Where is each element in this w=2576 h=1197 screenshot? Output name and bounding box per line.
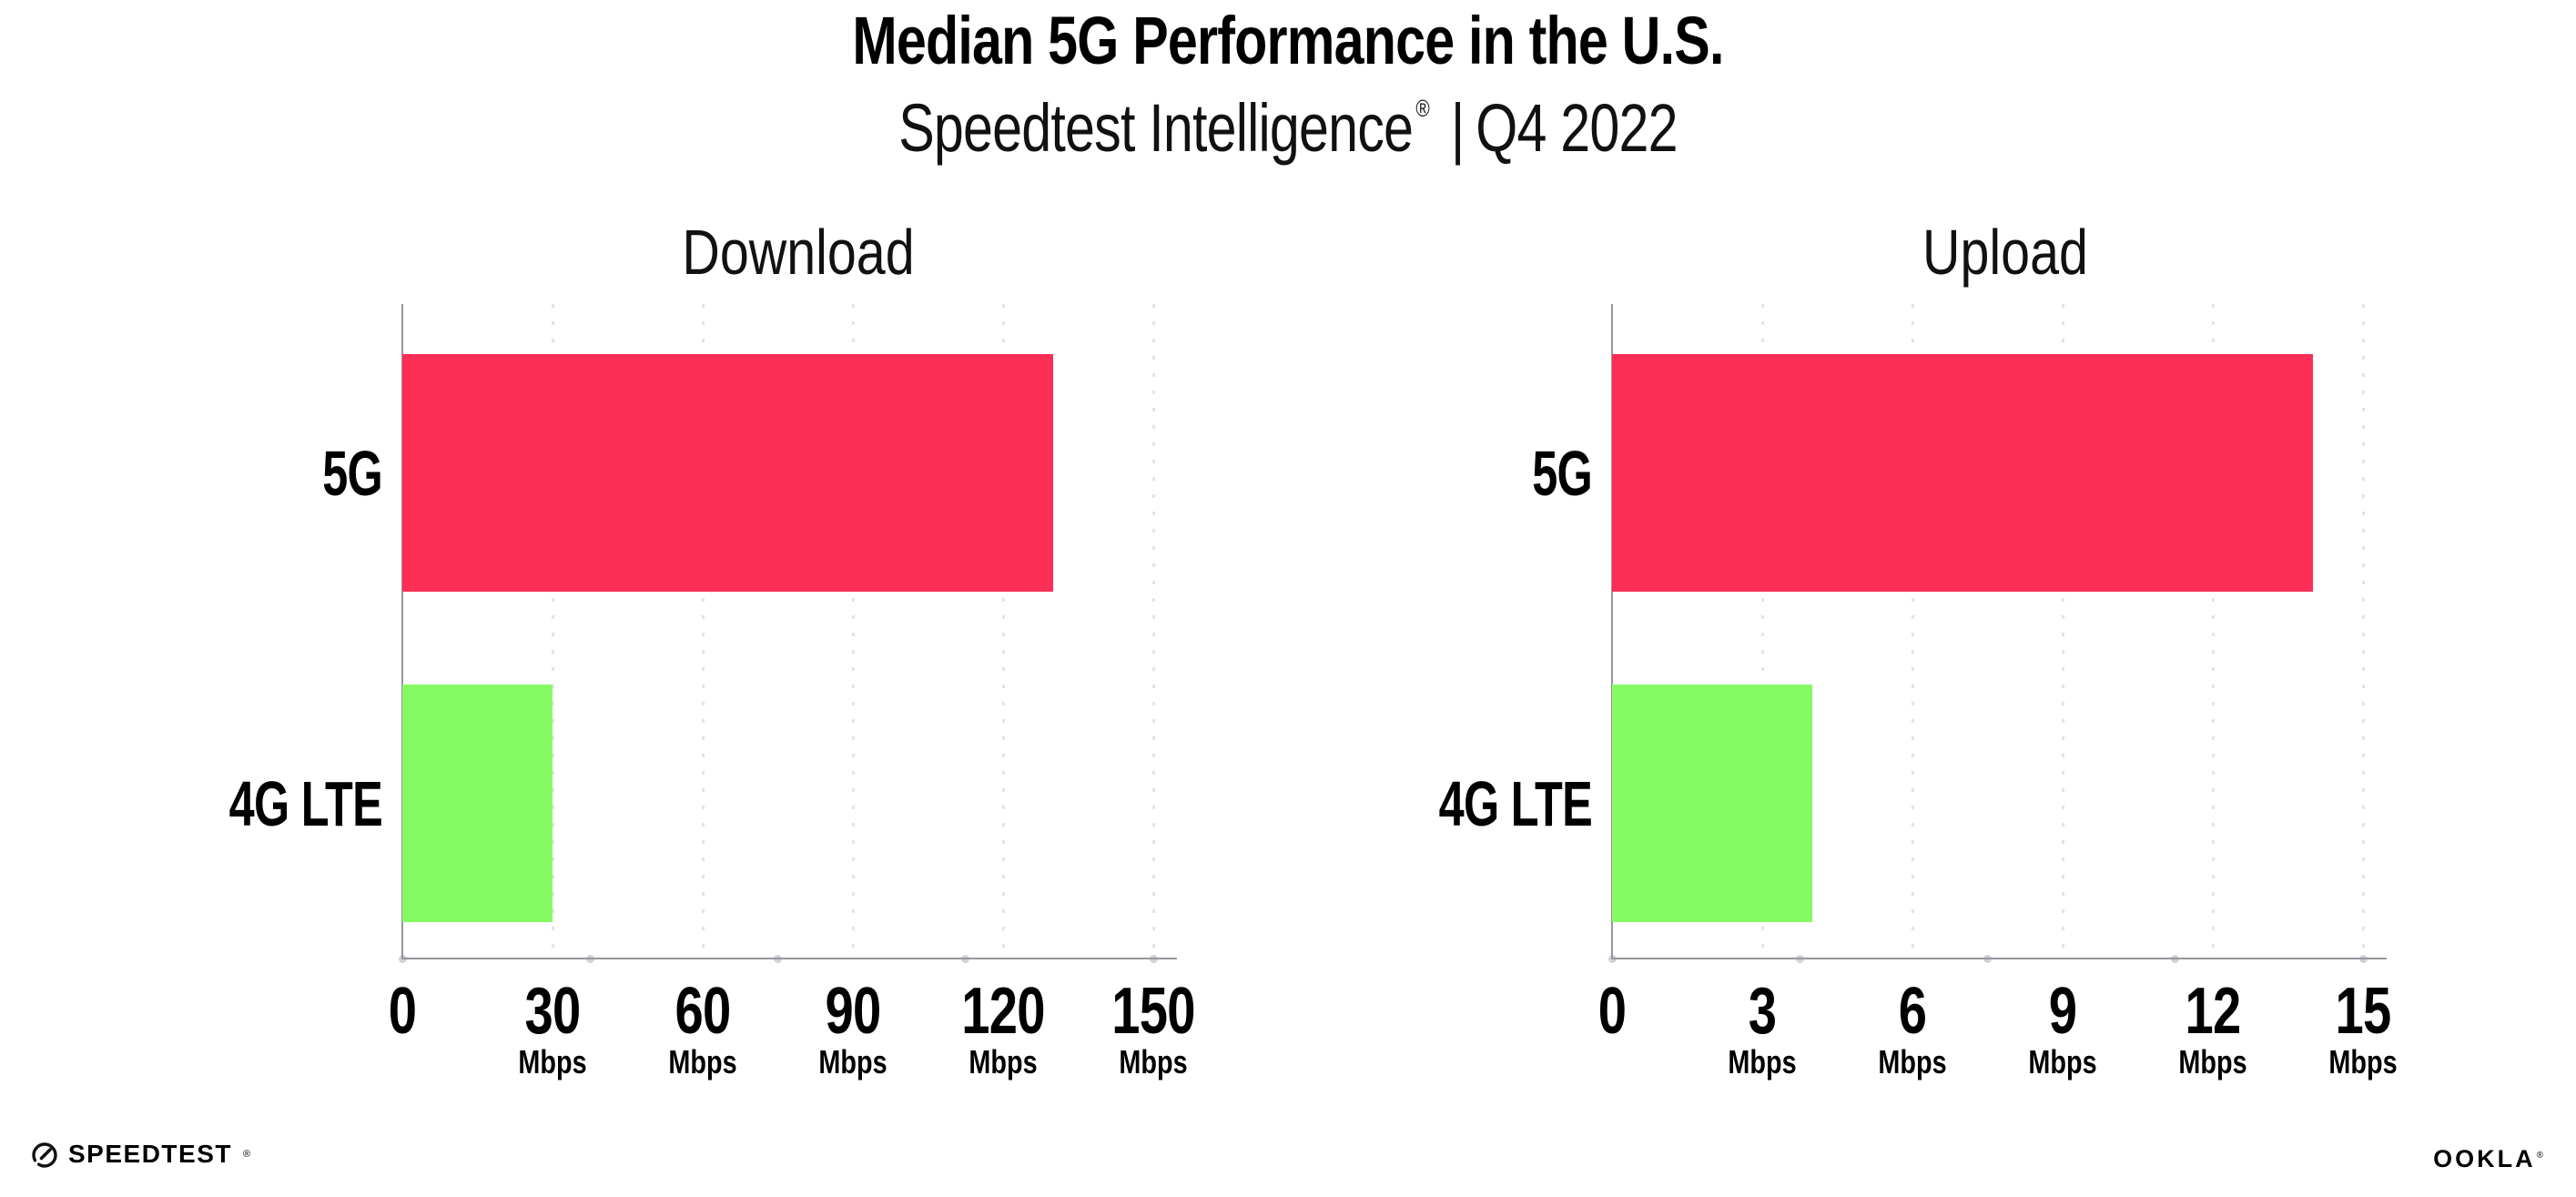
x-axis-line bbox=[1611, 958, 2387, 959]
x-tick-label-3: 3 bbox=[1748, 975, 1777, 1048]
category-label-5g: 5G bbox=[1532, 437, 1593, 509]
gridline-9 bbox=[2061, 304, 2064, 959]
subtitle-separator: | bbox=[1450, 90, 1465, 166]
x-tick-unit-60: Mbps bbox=[668, 1043, 737, 1080]
x-tick-label-30: 30 bbox=[524, 975, 582, 1048]
bar-5g bbox=[1612, 354, 2313, 592]
x-tick-unit-6: Mbps bbox=[1878, 1043, 1947, 1080]
gridline-6 bbox=[1911, 304, 1914, 959]
x-tick-label-60: 60 bbox=[674, 975, 732, 1048]
gridline-3 bbox=[1760, 304, 1764, 959]
registered-mark: ® bbox=[1415, 95, 1429, 122]
subtitle-period: Q4 2022 bbox=[1476, 90, 1678, 166]
gridline-120 bbox=[1001, 304, 1005, 959]
bar-5g bbox=[402, 354, 1053, 592]
gridline-60 bbox=[701, 304, 705, 959]
x-tick-label-15: 15 bbox=[2335, 975, 2392, 1048]
x-tick-unit-120: Mbps bbox=[969, 1043, 1038, 1080]
speedtest-gauge-icon bbox=[32, 1142, 57, 1168]
gridline-90 bbox=[851, 304, 855, 959]
x-tick-label-9: 9 bbox=[2048, 975, 2077, 1048]
download-chart-title: Download bbox=[682, 217, 915, 288]
upload-chart-title: Upload bbox=[1922, 217, 2088, 288]
x-tick-unit-90: Mbps bbox=[818, 1043, 887, 1080]
x-tick-label-12: 12 bbox=[2185, 975, 2242, 1048]
ookla-logo-text: OOKLA bbox=[2433, 1145, 2536, 1172]
x-tick-unit-12: Mbps bbox=[2178, 1043, 2247, 1080]
subtitle-brand: Speedtest Intelligence bbox=[898, 90, 1414, 166]
page-subtitle: Speedtest Intelligence ® | Q4 2022 bbox=[258, 89, 2318, 167]
x-tick-label-0: 0 bbox=[1597, 975, 1627, 1048]
x-tick-unit-30: Mbps bbox=[518, 1043, 587, 1080]
x-tick-unit-9: Mbps bbox=[2028, 1043, 2097, 1080]
x-tick-unit-3: Mbps bbox=[1728, 1043, 1797, 1080]
x-tick-label-120: 120 bbox=[961, 975, 1045, 1048]
speedtest-logo: SPEEDTEST ® bbox=[30, 1140, 250, 1169]
category-label-4g-lte: 4G LTE bbox=[1438, 767, 1593, 839]
x-tick-label-0: 0 bbox=[388, 975, 417, 1048]
x-tick-label-6: 6 bbox=[1898, 975, 1927, 1048]
y-axis-line bbox=[401, 304, 403, 959]
ookla-registered-mark: ® bbox=[2536, 1151, 2546, 1161]
x-tick-unit-150: Mbps bbox=[1119, 1043, 1188, 1080]
x-axis-line bbox=[401, 958, 1177, 959]
gridline-150 bbox=[1151, 304, 1155, 959]
category-label-4g-lte: 4G LTE bbox=[228, 767, 383, 839]
x-tick-label-90: 90 bbox=[825, 975, 882, 1048]
bar-4g-lte bbox=[1612, 685, 1812, 922]
x-tick-unit-15: Mbps bbox=[2328, 1043, 2398, 1080]
category-label-5g: 5G bbox=[322, 437, 383, 509]
page-title: Median 5G Performance in the U.S. bbox=[852, 3, 1724, 78]
ookla-logo: OOKLA® bbox=[2433, 1143, 2546, 1172]
x-tick-label-150: 150 bbox=[1111, 975, 1195, 1048]
speedtest-registered-mark: ® bbox=[242, 1149, 251, 1160]
gridline-15 bbox=[2361, 304, 2365, 959]
gridline-30 bbox=[551, 304, 554, 959]
y-axis-line bbox=[1611, 304, 1613, 959]
gridline-12 bbox=[2211, 304, 2215, 959]
speedtest-logo-text: SPEEDTEST bbox=[68, 1140, 232, 1168]
bar-4g-lte bbox=[402, 685, 553, 922]
